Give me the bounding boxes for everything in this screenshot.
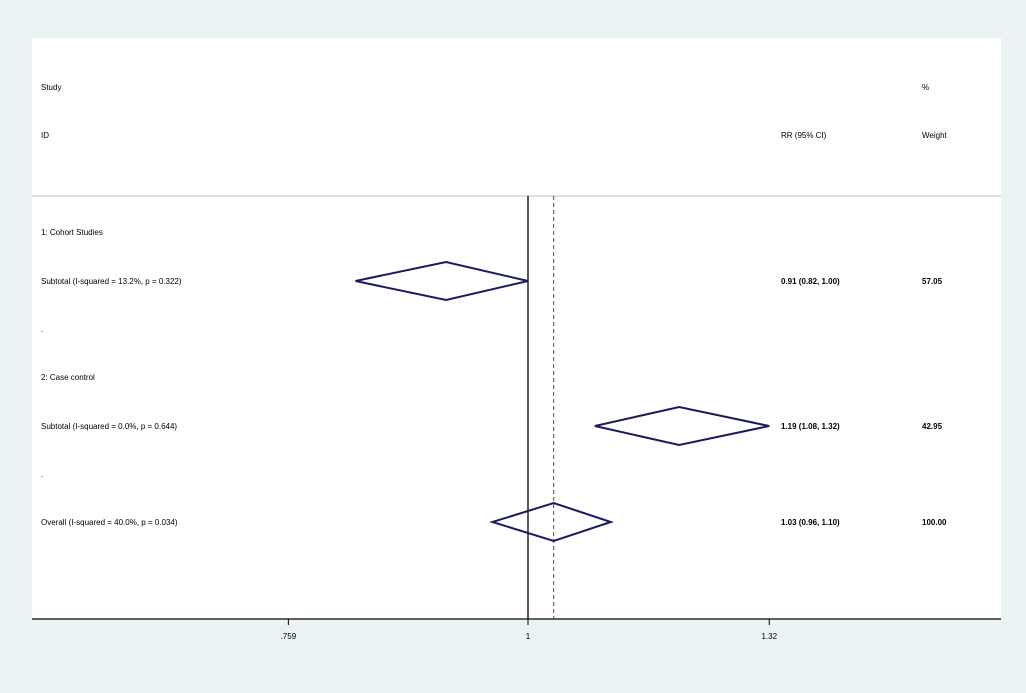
x-tick-label: 1.32: [761, 632, 777, 641]
header-id: ID: [41, 131, 49, 140]
row-label: .: [41, 325, 43, 334]
row-weight: 100.00: [922, 518, 947, 527]
plot-panel: [32, 38, 1001, 620]
x-tick-label: .759: [281, 632, 297, 641]
row-ci-text: 1.03 (0.96, 1.10): [781, 518, 840, 527]
row-label: 2: Case control: [41, 373, 95, 382]
x-tick-label: 1: [526, 632, 531, 641]
subtotal-diamond: [594, 405, 770, 447]
row-label: Subtotal (I-squared = 13.2%, p = 0.322): [41, 277, 182, 286]
row-weight: 57.05: [922, 277, 943, 286]
row-ci-text: 1.19 (1.08, 1.32): [781, 422, 840, 431]
overall-diamond: [489, 501, 614, 543]
header-effect: RR (95% CI): [781, 131, 827, 140]
row-ci-text: 0.91 (0.82, 1.00): [781, 277, 840, 286]
header-weight: Weight: [922, 131, 948, 140]
x-axis: .759 1 1.32: [32, 618, 1001, 641]
header-weight-percent: %: [922, 83, 929, 92]
row-label: .: [41, 470, 43, 479]
row-label: Overall (I-squared = 40.0%, p = 0.034): [41, 518, 178, 527]
rows-layer: 1: Cohort Studies Subtotal (I-squared = 1…: [41, 228, 947, 527]
row-weight: 42.95: [922, 422, 943, 431]
reference-lines: [527, 196, 555, 619]
subtotal-diamond: [355, 260, 529, 302]
row-label: Subtotal (I-squared = 0.0%, p = 0.644): [41, 422, 177, 431]
header-study: Study: [41, 83, 61, 92]
diamond-marks: [355, 260, 770, 543]
row-label: 1: Cohort Studies: [41, 228, 103, 237]
